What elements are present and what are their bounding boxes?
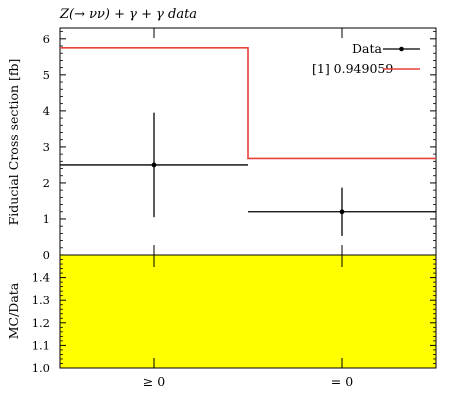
- main-y-tick-label: 5: [43, 68, 50, 82]
- legend: Data [1] 0.949059: [312, 41, 420, 76]
- main-y-tick-label: 0: [43, 248, 50, 262]
- main-x-axis: [153, 28, 343, 255]
- data-point: [151, 162, 157, 168]
- main-plot-marks: [60, 47, 436, 236]
- x-category-label: ≥ 0: [143, 374, 165, 389]
- ratio-x-axis: ≥ 0 = 0: [143, 255, 353, 389]
- data-point: [339, 209, 345, 215]
- x-category-label: = 0: [331, 374, 353, 389]
- main-y-tick-label: 1: [43, 212, 50, 226]
- chart-title: Z(→ νν) + γ + γ data: [59, 7, 197, 22]
- prediction-step-line: [60, 47, 436, 160]
- main-y-tick-label: 2: [43, 176, 50, 190]
- main-y-tick-label: 4: [43, 104, 50, 118]
- ratio-panel: 1.0 1.1 1.2 1.3 1.4 ≥ 0 = 0 MC/Data: [6, 254, 437, 389]
- legend-label-data: Data: [352, 41, 382, 56]
- main-y-tick-label: 6: [43, 32, 50, 46]
- ratio-band: [60, 255, 248, 368]
- ratio-y-axis-label: MC/Data: [6, 282, 21, 339]
- ratio-y-tick-label: 1.2: [32, 316, 50, 330]
- ratio-y-tick-label: 1.4: [32, 271, 50, 285]
- ratio-y-tick-label: 1.0: [32, 361, 50, 375]
- ratio-band: [248, 255, 436, 368]
- legend-marker-data: [399, 46, 404, 52]
- legend-label-prediction: [1] 0.949059: [312, 61, 393, 76]
- ratio-y-tick-label: 1.3: [32, 293, 50, 307]
- main-y-axis: 0 1 2 3 4 5 6: [43, 31, 436, 262]
- main-y-tick-label: 3: [43, 140, 50, 154]
- ratio-plot-marks: [60, 255, 436, 368]
- ratio-plot-frame: [59, 254, 437, 369]
- ratio-y-tick-label: 1.1: [32, 338, 50, 352]
- main-y-axis-label: Fiducial Cross section [fb]: [6, 59, 21, 226]
- ratio-y-axis: 1.0 1.1 1.2 1.3 1.4: [32, 259, 436, 375]
- main-panel: 0 1 2 3 4 5 6 Fiducial Cross section [fb]: [6, 27, 437, 262]
